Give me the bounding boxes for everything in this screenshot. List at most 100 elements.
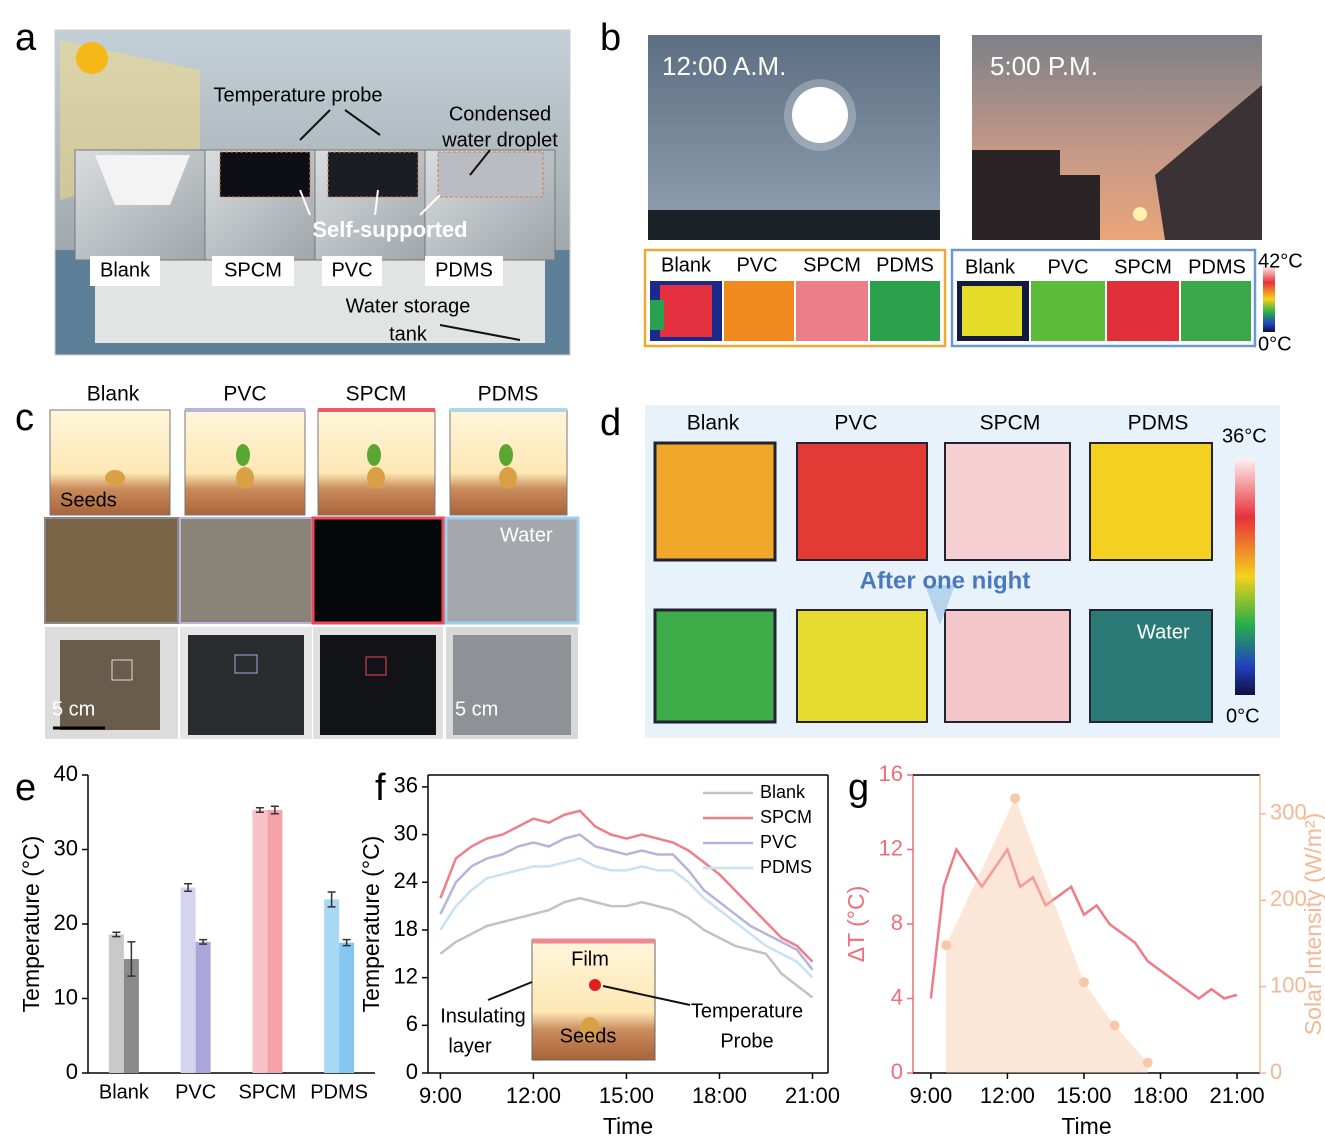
photos-c — [45, 410, 578, 739]
label: Seeds — [60, 489, 117, 511]
point — [941, 940, 951, 950]
label: Blank — [100, 259, 151, 281]
y-tick-label: 30 — [54, 835, 78, 860]
x-tick-label: Blank — [99, 1081, 150, 1103]
x-tick-label: 9:00 — [419, 1083, 462, 1108]
y-tick-label: 36 — [394, 773, 418, 798]
label: Water — [500, 524, 553, 546]
x-tick-label: 18:00 — [1133, 1083, 1188, 1108]
thermal-label: PDMS — [1188, 256, 1246, 278]
x-tick-label: 12:00 — [506, 1083, 561, 1108]
y-tick-label: 0 — [406, 1059, 418, 1084]
x-tick-label: 21:00 — [1210, 1083, 1265, 1108]
y-tick-label: 6 — [406, 1011, 418, 1036]
arrow-label: After one night — [860, 567, 1031, 594]
label: Temperature probe — [214, 84, 383, 106]
header: SPCM — [346, 383, 407, 406]
point — [1010, 793, 1020, 803]
bar — [109, 934, 124, 1073]
point — [1079, 977, 1089, 987]
scale-label: 0°C — [1258, 333, 1292, 355]
header: PDMS — [1128, 412, 1189, 435]
panel-label: b — [600, 17, 621, 59]
x-axis-label: Time — [603, 1113, 653, 1139]
x-tick-label: 18:00 — [692, 1083, 747, 1108]
legend-label: Blank — [760, 782, 806, 802]
header: PVC — [223, 383, 266, 406]
thermal-label: PVC — [1047, 256, 1088, 278]
y2-axis-label: Solar Intensity (W/m²) — [1300, 813, 1325, 1035]
y-tick-label: 4 — [891, 984, 903, 1009]
inset-label: layer — [448, 1035, 492, 1057]
y-axis-label: ΔT (°C) — [843, 886, 869, 963]
thermal-label: PVC — [736, 254, 777, 276]
x-tick-label: 12:00 — [980, 1083, 1035, 1108]
panel-label: a — [15, 17, 37, 59]
panel-label: g — [848, 767, 869, 809]
area — [946, 798, 1148, 1073]
scale-bar-label: 5 cm — [52, 698, 95, 720]
inset-label: Seeds — [560, 1025, 617, 1047]
legend-label: SPCM — [760, 807, 812, 827]
label: tank — [389, 323, 428, 345]
figure: Temperature probe Condensed water drople… — [0, 0, 1325, 1141]
photo-a — [55, 30, 570, 355]
y2-tick-label: 0 — [1270, 1059, 1282, 1084]
y-tick-label: 30 — [394, 820, 418, 845]
x-tick-label: SPCM — [238, 1081, 296, 1103]
label: water droplet — [441, 129, 558, 151]
y-tick-label: 20 — [54, 910, 78, 935]
label: PVC — [331, 259, 372, 281]
bar — [181, 887, 196, 1073]
header: SPCM — [980, 412, 1041, 435]
inset-label: Probe — [720, 1030, 773, 1052]
inset-label: Temperature — [691, 1000, 803, 1022]
scale-label: 36°C — [1222, 425, 1267, 447]
y-axis-label: Temperature (°C) — [18, 836, 44, 1013]
panel-label: e — [15, 767, 36, 809]
y-tick-label: 24 — [394, 868, 418, 893]
y-tick-label: 0 — [66, 1059, 78, 1084]
x-tick-label: 9:00 — [909, 1083, 952, 1108]
y-tick-label: 10 — [54, 984, 78, 1009]
label: Self-supported — [312, 217, 467, 242]
y-tick-label: 18 — [394, 916, 418, 941]
headers-c: Blank PVC SPCM PDMS — [87, 383, 539, 406]
x-tick-label: 21:00 — [785, 1083, 840, 1108]
thermal-label: PDMS — [876, 254, 934, 276]
panel-label: d — [600, 402, 621, 444]
x-tick-label: 15:00 — [599, 1083, 654, 1108]
bar — [324, 899, 339, 1073]
x-tick-label: 15:00 — [1056, 1083, 1111, 1108]
thermal-label: Blank — [965, 256, 1016, 278]
label: Water storage — [346, 295, 471, 317]
header: PVC — [834, 412, 877, 435]
label: Water — [1137, 621, 1190, 643]
bar — [339, 943, 354, 1073]
legend-label: PVC — [760, 832, 797, 852]
header: Blank — [687, 412, 740, 435]
thermal-label: SPCM — [1114, 256, 1172, 278]
point — [1143, 1058, 1153, 1068]
bar — [267, 810, 282, 1073]
panel-label: c — [15, 397, 34, 439]
panel-label: f — [375, 767, 386, 809]
y-tick-label: 8 — [891, 910, 903, 935]
y-tick-label: 12 — [394, 963, 418, 988]
point — [1110, 1020, 1120, 1030]
y-tick-label: 40 — [54, 761, 78, 786]
x-axis-label: Time — [1061, 1113, 1111, 1139]
x-tick-label: PDMS — [310, 1081, 368, 1103]
y-tick-label: 0 — [891, 1059, 903, 1084]
time-label: 12:00 A.M. — [662, 51, 786, 81]
legend-label: PDMS — [760, 857, 812, 877]
label: SPCM — [224, 259, 282, 281]
y-tick-label: 12 — [879, 835, 903, 860]
header: Blank — [87, 383, 140, 406]
header: PDMS — [478, 383, 539, 406]
bar — [252, 810, 267, 1073]
label: PDMS — [435, 259, 493, 281]
bar — [196, 942, 211, 1073]
y-tick-label: 16 — [879, 761, 903, 786]
